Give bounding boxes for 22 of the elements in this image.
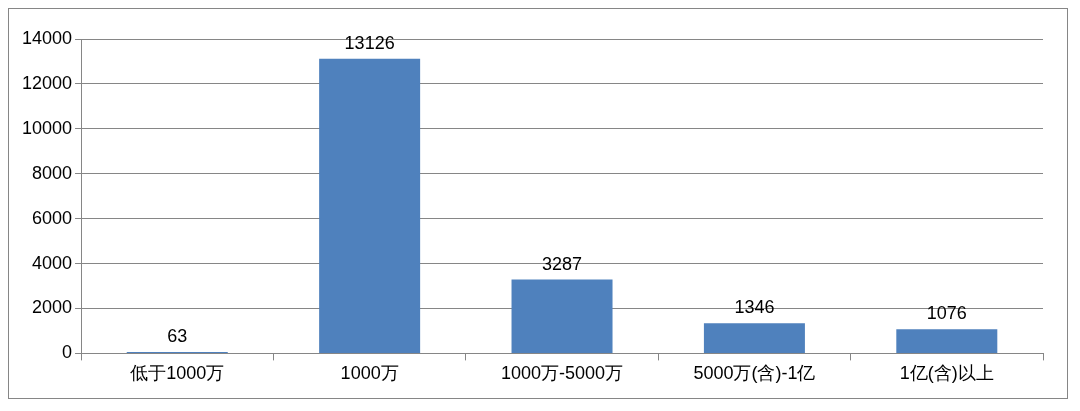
y-tick-label: 4000	[32, 252, 73, 273]
y-tick-label: 0	[62, 342, 73, 363]
bar	[703, 323, 805, 353]
bar	[896, 329, 998, 353]
data-label: 63	[167, 325, 188, 346]
data-label: 1076	[926, 303, 967, 324]
x-tick-label: 1000万-5000万	[500, 363, 624, 384]
bar	[511, 279, 613, 353]
y-tick-label: 10000	[21, 117, 73, 138]
data-label: 1346	[734, 297, 775, 318]
x-tick-label: 1000万	[340, 363, 399, 384]
y-tick-label: 14000	[21, 27, 73, 48]
bar	[319, 58, 421, 353]
x-tick-label: 低于1000万	[130, 363, 225, 384]
data-label: 3287	[542, 253, 583, 274]
x-tick-label: 5000万(含)-1亿	[693, 363, 816, 384]
y-tick-label: 6000	[32, 207, 73, 228]
y-tick-label: 2000	[32, 297, 73, 318]
y-tick-label: 8000	[32, 162, 73, 183]
x-tick-label: 1亿(含)以上	[899, 363, 994, 384]
data-label: 13126	[344, 32, 395, 53]
y-tick-label: 12000	[21, 72, 73, 93]
